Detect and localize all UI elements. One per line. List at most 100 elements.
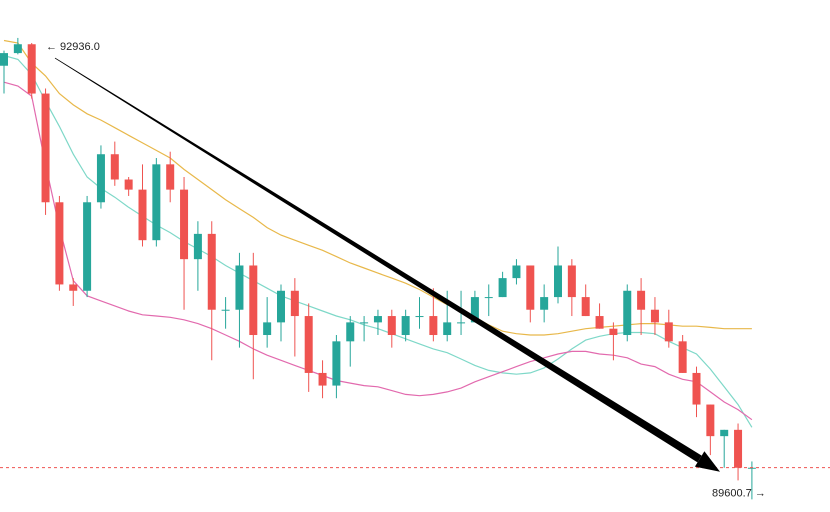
candle-body bbox=[41, 93, 50, 203]
candle bbox=[110, 141, 119, 186]
candle-body bbox=[221, 309, 230, 311]
candle-body bbox=[235, 265, 244, 310]
candle bbox=[249, 252, 258, 380]
candle-body bbox=[263, 322, 272, 336]
candle-body bbox=[470, 297, 479, 323]
candle bbox=[27, 42, 36, 99]
candle-body bbox=[249, 265, 258, 336]
candle bbox=[83, 195, 92, 298]
trend-arrow-head bbox=[694, 451, 720, 472]
candle bbox=[650, 297, 659, 336]
candle-body bbox=[0, 53, 8, 66]
candle-body bbox=[692, 372, 701, 405]
candle-body bbox=[318, 372, 327, 386]
candle bbox=[235, 252, 244, 348]
candle-body bbox=[193, 233, 202, 260]
candle bbox=[304, 303, 313, 392]
candle-body bbox=[304, 316, 313, 373]
candle bbox=[720, 429, 729, 468]
candle bbox=[332, 335, 341, 399]
candle bbox=[373, 309, 382, 336]
candle-body bbox=[110, 154, 119, 180]
candle-body bbox=[69, 284, 78, 291]
candle bbox=[221, 297, 230, 329]
candle-body bbox=[595, 316, 604, 329]
candle bbox=[581, 284, 590, 317]
candle-body bbox=[373, 316, 382, 323]
candle-body bbox=[498, 278, 507, 298]
candle bbox=[429, 288, 438, 342]
candle-body bbox=[554, 265, 562, 298]
candle-body bbox=[512, 265, 521, 279]
candle-body bbox=[166, 164, 175, 190]
candle-body bbox=[55, 202, 64, 285]
candle bbox=[318, 360, 327, 399]
candle bbox=[540, 284, 549, 323]
candle-body bbox=[650, 309, 659, 323]
candle-body bbox=[706, 404, 715, 437]
candle-body bbox=[484, 297, 493, 299]
candle bbox=[41, 88, 50, 215]
candle bbox=[664, 309, 673, 348]
candle-body bbox=[96, 154, 105, 203]
high-price-label: ← 92936.0 bbox=[46, 41, 100, 53]
candle bbox=[498, 271, 507, 298]
candle-body bbox=[443, 322, 452, 336]
candle bbox=[401, 309, 410, 342]
candle bbox=[55, 195, 64, 291]
candle-body bbox=[720, 429, 729, 437]
candle-body bbox=[637, 290, 646, 310]
candle-body bbox=[290, 290, 299, 317]
candle bbox=[360, 316, 369, 342]
candle bbox=[0, 50, 8, 94]
candle-body bbox=[540, 297, 549, 310]
candle bbox=[13, 37, 22, 55]
candle-body bbox=[623, 290, 632, 336]
candle bbox=[595, 303, 604, 329]
candle-body bbox=[346, 322, 355, 342]
candle bbox=[609, 322, 618, 361]
candle-body bbox=[207, 233, 216, 310]
candle-body bbox=[457, 322, 466, 324]
candle-body bbox=[332, 341, 341, 386]
candle bbox=[637, 278, 646, 336]
candle bbox=[124, 176, 133, 196]
candle-body bbox=[27, 44, 36, 94]
candle bbox=[678, 335, 687, 373]
bollinger-bands bbox=[3, 39, 753, 428]
candle-body bbox=[526, 265, 535, 310]
candle bbox=[706, 404, 715, 456]
candle-body bbox=[83, 202, 92, 291]
candle bbox=[623, 284, 632, 342]
candle-body bbox=[387, 316, 396, 336]
current-price-label: 89600.7 → bbox=[712, 488, 766, 500]
candle-body bbox=[734, 429, 743, 468]
candle-body bbox=[401, 316, 410, 336]
candle-body bbox=[138, 189, 147, 241]
lower-band-line bbox=[3, 81, 753, 421]
trend-arrow-shaft bbox=[54, 57, 702, 463]
candle-body bbox=[13, 44, 22, 54]
candle bbox=[152, 158, 161, 247]
candle-body bbox=[609, 328, 618, 336]
candles bbox=[0, 37, 756, 500]
candle-body bbox=[124, 179, 133, 190]
middle-band-line bbox=[3, 55, 753, 428]
candle bbox=[69, 278, 78, 306]
candle-body bbox=[567, 265, 576, 298]
candle bbox=[554, 246, 562, 304]
candle-body bbox=[581, 297, 590, 317]
candle-body bbox=[429, 316, 438, 336]
candle-body bbox=[747, 467, 756, 469]
candle bbox=[346, 316, 355, 367]
candle bbox=[484, 284, 493, 317]
candle bbox=[290, 278, 299, 357]
candle bbox=[96, 145, 105, 209]
candle bbox=[180, 176, 189, 310]
candle bbox=[387, 309, 396, 348]
candle bbox=[207, 221, 216, 361]
candle-body bbox=[152, 164, 161, 241]
candle bbox=[415, 297, 424, 329]
candle bbox=[734, 423, 743, 481]
